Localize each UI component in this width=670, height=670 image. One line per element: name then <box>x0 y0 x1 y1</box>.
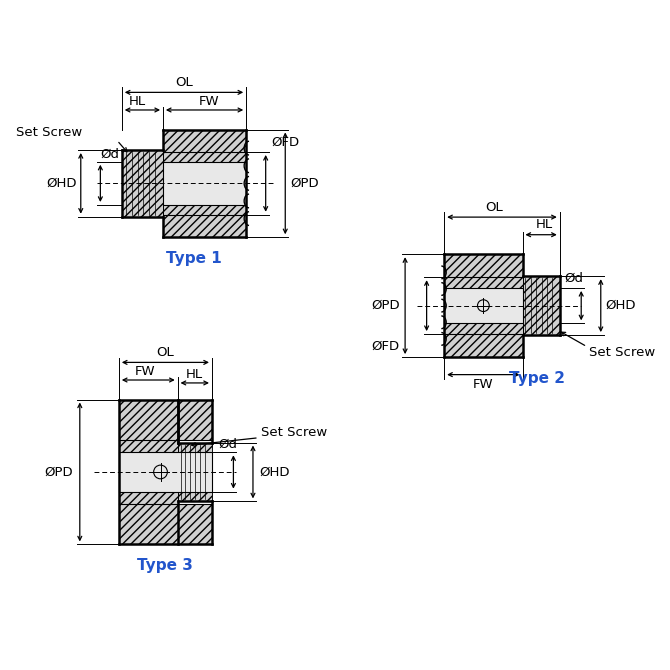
Bar <box>119 505 178 544</box>
Text: ØPD: ØPD <box>291 177 319 190</box>
Text: Set Screw: Set Screw <box>261 426 327 440</box>
Bar <box>119 399 178 440</box>
Bar <box>119 399 178 440</box>
Text: FW: FW <box>135 364 155 378</box>
Bar <box>178 505 212 544</box>
Text: ØFD: ØFD <box>371 339 399 352</box>
Text: Type 2: Type 2 <box>509 371 565 386</box>
Bar <box>163 152 246 162</box>
Bar <box>163 162 246 205</box>
Bar <box>444 277 523 288</box>
Bar <box>444 323 523 334</box>
Text: HL: HL <box>129 94 146 108</box>
Text: OL: OL <box>485 201 503 214</box>
Bar <box>163 205 246 214</box>
Text: HL: HL <box>186 368 203 381</box>
Bar <box>119 505 178 544</box>
Bar <box>444 323 523 334</box>
Text: Set Screw: Set Screw <box>17 126 82 139</box>
Bar <box>119 440 178 452</box>
Bar <box>119 452 212 492</box>
Bar <box>163 129 246 152</box>
Bar <box>444 277 523 288</box>
Bar <box>122 150 163 216</box>
Text: ØHD: ØHD <box>46 177 76 190</box>
Bar <box>444 288 523 323</box>
Bar <box>163 129 246 152</box>
Text: FW: FW <box>199 94 220 108</box>
Bar <box>119 440 178 452</box>
Bar <box>163 152 246 162</box>
Bar <box>122 150 163 216</box>
Text: ØPD: ØPD <box>44 466 72 478</box>
Text: ØFD: ØFD <box>271 136 299 149</box>
Text: OL: OL <box>157 346 174 359</box>
Bar <box>178 443 212 501</box>
Text: ØHD: ØHD <box>605 299 636 312</box>
Bar <box>178 399 212 440</box>
Text: OL: OL <box>175 76 193 89</box>
Bar <box>163 205 246 214</box>
Bar <box>523 276 559 335</box>
Text: Ød: Ød <box>218 438 237 451</box>
Bar <box>444 334 523 357</box>
Bar <box>163 214 246 237</box>
Text: HL: HL <box>535 218 553 231</box>
Text: FW: FW <box>473 378 494 391</box>
Bar <box>119 492 178 505</box>
Bar <box>444 334 523 357</box>
Bar <box>119 492 178 505</box>
Bar <box>178 443 212 501</box>
Text: Type 1: Type 1 <box>166 251 222 266</box>
Text: Ød: Ød <box>564 272 583 285</box>
Bar <box>444 255 523 277</box>
Text: Type 3: Type 3 <box>137 558 194 574</box>
Text: Set Screw: Set Screw <box>589 346 655 359</box>
Bar <box>444 255 523 277</box>
Bar <box>178 399 212 440</box>
Text: ØPD: ØPD <box>371 299 400 312</box>
Bar <box>523 276 559 335</box>
Text: Ød: Ød <box>100 147 120 161</box>
Bar <box>178 505 212 544</box>
Bar <box>163 214 246 237</box>
Text: ØHD: ØHD <box>259 466 289 478</box>
